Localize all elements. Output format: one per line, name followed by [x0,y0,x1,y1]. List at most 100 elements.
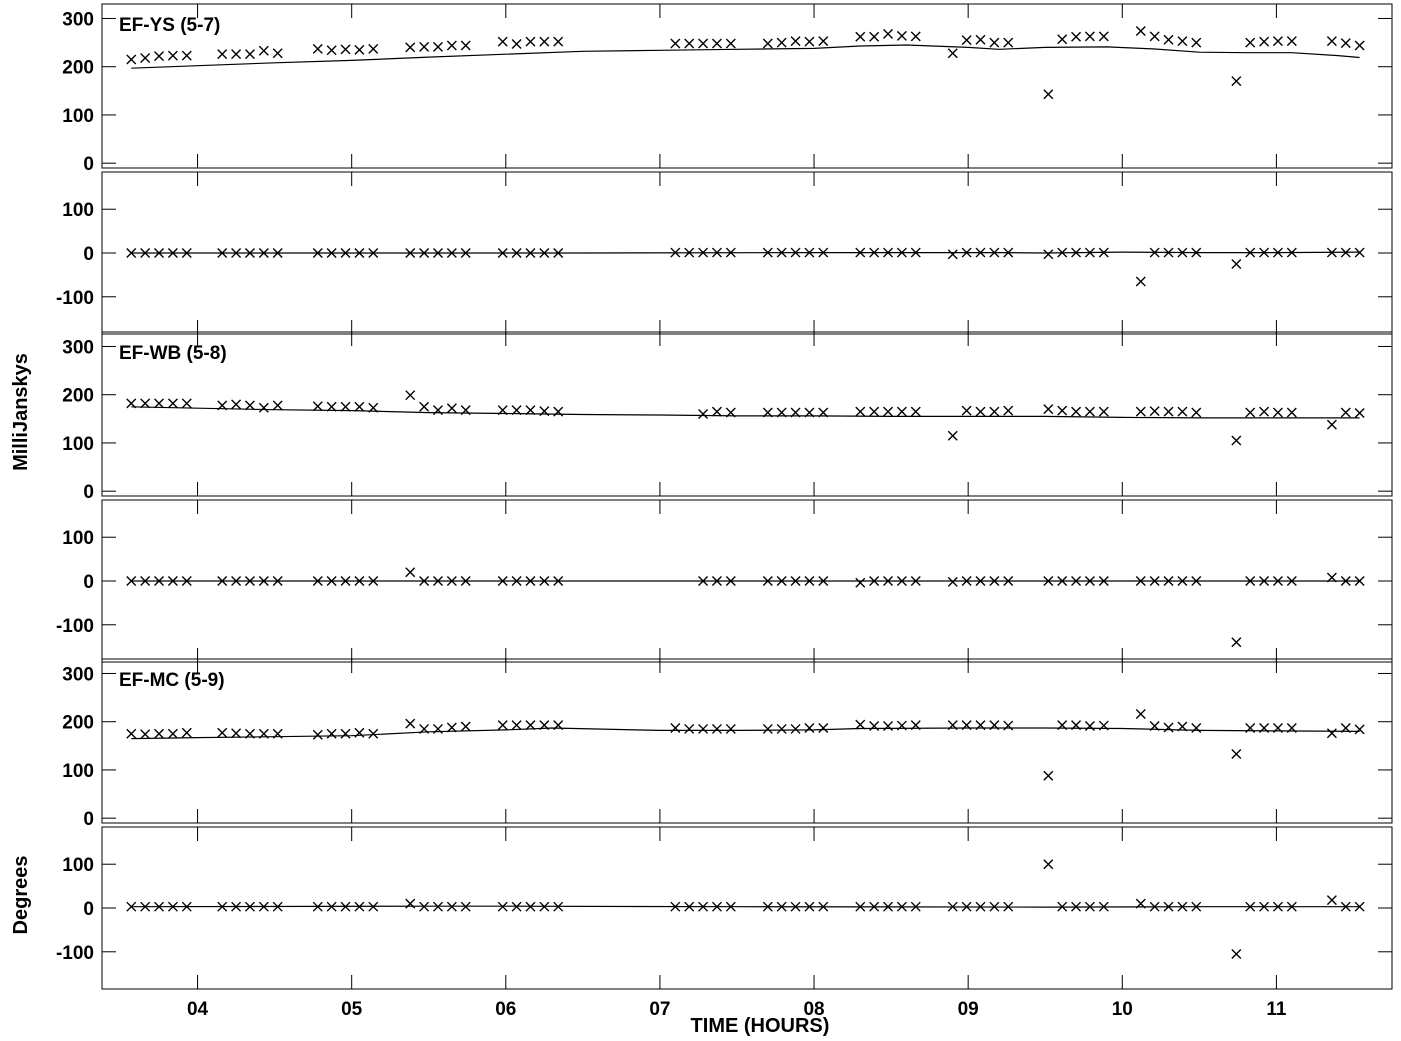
data-point [790,36,801,47]
data-point [244,248,255,258]
data-point [804,901,815,912]
data-point [1149,901,1160,912]
data-point [140,53,151,64]
data-point [497,36,508,47]
data-point [1326,247,1337,258]
data-point [947,430,958,441]
data-point [975,34,986,45]
data-point [1191,722,1202,733]
data-point [1191,247,1202,258]
x-tick-label: 10 [1112,999,1133,1020]
data-point [855,577,866,588]
data-point [326,901,337,912]
data-point [1084,901,1095,912]
data-point [460,248,471,258]
data-point [1071,247,1082,258]
data-point [1057,247,1068,258]
data-point [154,901,165,912]
data-point [244,49,255,60]
data-point [539,720,550,731]
data-point [167,901,178,912]
data-point [511,39,522,50]
data-point [698,409,709,419]
data-point [525,248,536,258]
data-point [272,728,283,739]
data-point [790,901,801,912]
panel-label: EF-WB (5-8) [119,343,227,364]
data-point [989,576,1000,586]
data-point [883,576,894,586]
data-point [553,248,564,258]
data-point [725,38,736,49]
data-point [126,576,137,586]
data-point [340,44,351,55]
data-point [1245,247,1256,258]
x-axis-title: TIME (HOURS) [691,1015,830,1037]
data-point [368,43,379,54]
data-point [354,401,365,412]
data-point [1286,247,1297,258]
data-point [446,248,457,258]
data-point [869,406,880,417]
data-point [525,901,536,912]
data-point [698,576,709,586]
data-point [1191,576,1202,586]
data-point [698,38,709,49]
data-point [975,576,986,586]
data-point [910,576,921,586]
data-point [167,50,178,61]
data-point [126,398,137,409]
data-point [1286,407,1297,418]
data-point [326,576,337,586]
data-point [1098,247,1109,258]
data-point [1272,407,1283,418]
data-point [725,723,736,734]
data-point [910,720,921,731]
plot-frame [101,3,1393,169]
y-tick-label: -100 [56,616,94,637]
data-point [1340,407,1351,418]
data-point [511,248,522,258]
data-point [368,576,379,586]
data-point [460,721,471,732]
data-point [460,576,471,586]
data-point [818,36,829,47]
data-point [1135,276,1146,287]
data-point [553,720,564,731]
data-point [1071,406,1082,417]
data-point [1259,36,1270,47]
data-point [244,901,255,912]
panel-phase-0: -100 0 100 [56,171,1393,335]
data-point [217,576,228,586]
y-tick-label: 200 [62,713,94,734]
data-point [553,901,564,912]
data-point [762,723,773,734]
data-point [539,576,550,586]
data-point [553,406,564,417]
data-point [154,576,165,586]
data-point [1163,406,1174,417]
data-point [896,247,907,258]
data-point [312,729,323,740]
data-point [525,36,536,47]
data-point [140,576,151,586]
data-point [1135,898,1146,909]
data-point [140,398,151,409]
data-point [869,576,880,586]
data-point [1163,34,1174,45]
data-point [1003,720,1014,731]
data-point [354,727,365,738]
data-point [553,576,564,586]
data-point [883,721,894,732]
data-point [405,248,416,258]
data-point [1163,901,1174,912]
model-line-amplitude [131,44,1360,69]
data-point [725,407,736,418]
data-point [167,728,178,739]
data-point [762,38,773,49]
data-point [525,576,536,586]
data-point [432,248,443,258]
data-point [961,35,972,46]
data-point [1326,572,1337,583]
data-point [1231,76,1242,87]
